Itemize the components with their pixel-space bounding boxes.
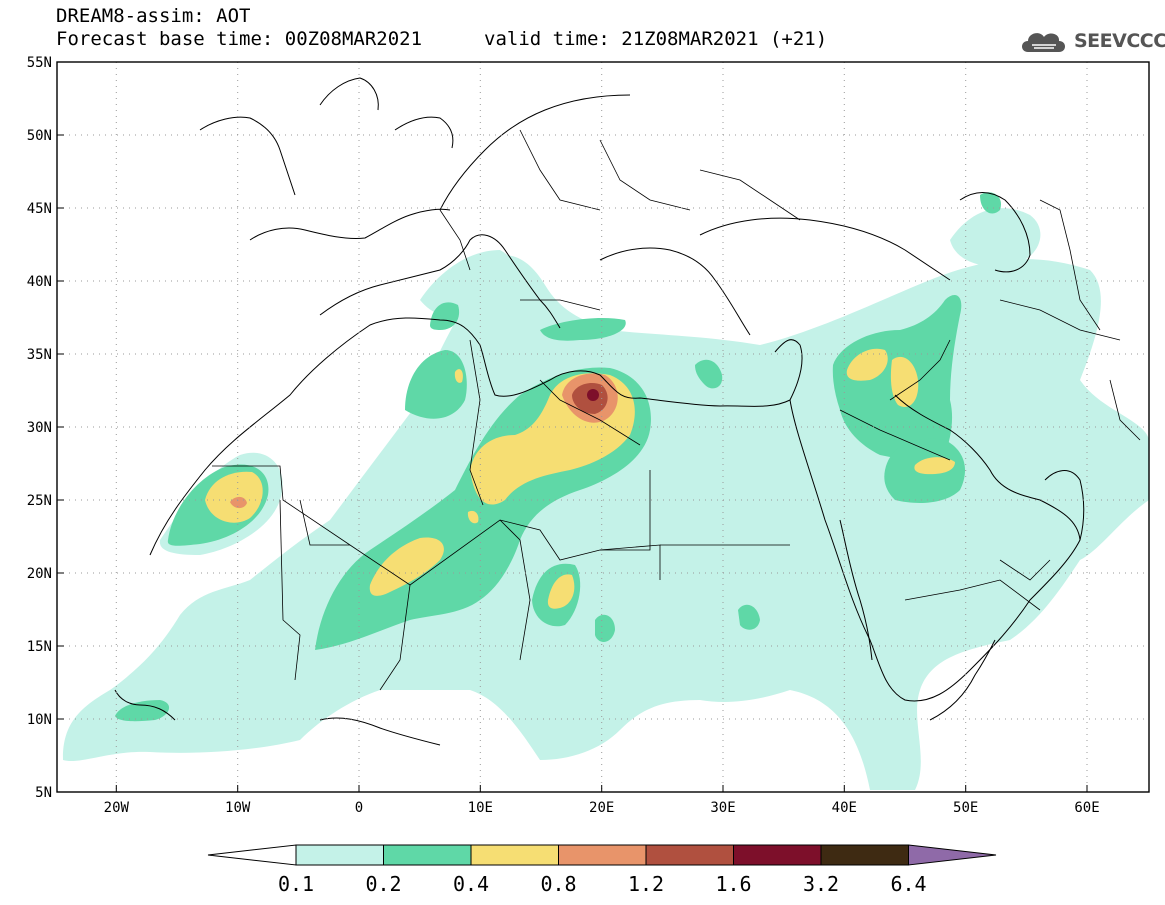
colorbar-label: 1.6: [715, 872, 751, 896]
colorbar-label: 6.4: [890, 872, 926, 896]
colorbar-labels: 0.1 0.2 0.4 0.8 1.2 1.6 3.2 6.4: [278, 872, 927, 896]
lat-label: 35N: [27, 347, 52, 363]
lat-label: 30N: [27, 420, 52, 436]
product-title: DREAM8-assim: AOT: [56, 5, 251, 27]
colorbar-swatch: [295, 844, 384, 866]
lat-label: 10N: [27, 712, 52, 728]
lat-label: 25N: [27, 493, 52, 509]
colorbar-label: 0.8: [540, 872, 576, 896]
colorbar-label: 0.1: [278, 872, 314, 896]
lat-label: 45N: [27, 201, 52, 217]
seevccc-logo: SEEVCCC: [1018, 26, 1165, 56]
lon-label: 30E: [710, 800, 735, 816]
lon-label: 40E: [832, 800, 857, 816]
lat-label: 40N: [27, 274, 52, 290]
lat-label: 15N: [27, 639, 52, 655]
aot-contours: [62, 77, 1149, 790]
lon-label: 0: [355, 800, 363, 816]
colorbar-under-triangle: [207, 844, 297, 866]
colorbar-swatch: [645, 844, 734, 866]
colorbar-swatch: [383, 844, 472, 866]
coastlines: [114, 77, 1085, 746]
lat-label: 55N: [27, 55, 52, 71]
lon-label: 60E: [1074, 800, 1099, 816]
longitude-labels: 20W 10W 0 10E 20E 30E 40E 50E 60E: [104, 800, 1100, 816]
lat-label: 5N: [35, 785, 52, 801]
lat-label: 20N: [27, 566, 52, 582]
colorbar-swatch: [820, 844, 909, 866]
colorbar-swatch: [558, 844, 647, 866]
aot-level-1.6: [587, 389, 599, 401]
colorbar-swatch: [733, 844, 822, 866]
axis-ticks: [57, 61, 1088, 793]
lon-label: 20W: [104, 800, 130, 816]
lon-label: 50E: [953, 800, 978, 816]
colorbar-label: 3.2: [803, 872, 839, 896]
colorbar-over-triangle: [908, 844, 997, 866]
colorbar: [207, 844, 997, 866]
lat-label: 50N: [27, 128, 52, 144]
colorbar-label: 1.2: [628, 872, 664, 896]
colorbar-label: 0.4: [453, 872, 489, 896]
colorbar-swatch: [470, 844, 559, 866]
logo-text: SEEVCCC: [1074, 30, 1165, 52]
country-borders: [212, 129, 1141, 691]
lon-label: 10W: [225, 800, 251, 816]
lon-label: 10E: [468, 800, 493, 816]
valid-time: valid time: 21Z08MAR2021 (+21): [484, 28, 828, 50]
latitude-labels: 55N 50N 45N 40N 35N 30N 25N 20N 15N 10N …: [27, 55, 52, 801]
lon-label: 20E: [589, 800, 614, 816]
cloud-icon: [1022, 33, 1065, 52]
colorbar-label: 0.2: [365, 872, 401, 896]
forecast-base-time: Forecast base time: 00Z08MAR2021: [56, 28, 423, 50]
graticule: [57, 62, 1149, 792]
